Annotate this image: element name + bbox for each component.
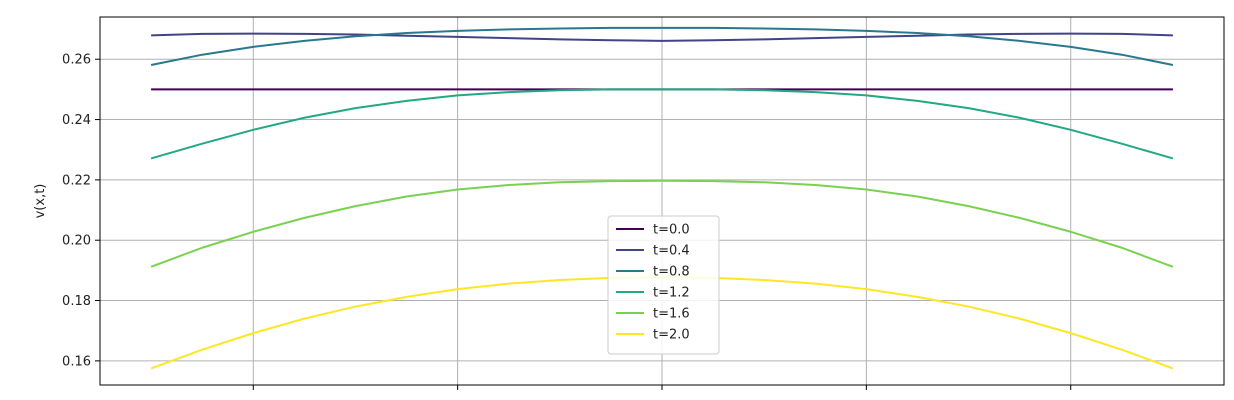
legend-label: t=1.2 — [653, 286, 690, 301]
legend-label: t=0.4 — [653, 244, 690, 259]
series-line — [150, 88, 1174, 160]
series-line — [151, 32, 1173, 42]
y-axis-label: v(x,t) — [33, 184, 48, 219]
legend-label: t=0.0 — [653, 223, 690, 238]
y-tick-label: 0.20 — [62, 234, 91, 249]
y-tick-label: 0.16 — [62, 354, 91, 369]
legend-label: t=2.0 — [653, 328, 690, 343]
y-tick-label: 0.24 — [62, 113, 91, 128]
grid — [100, 17, 1224, 385]
y-tick-label: 0.26 — [62, 53, 91, 68]
series-line — [150, 26, 1174, 66]
legend: t=0.0 t=0.4 t=0.8 t=1.2 t=1.6 t=2.0 — [607, 215, 720, 355]
ticks: 0.16 0.18 0.20 0.22 0.24 0.26 — [62, 53, 1072, 390]
series-line — [150, 179, 1174, 268]
legend-label: t=0.8 — [653, 265, 690, 280]
legend-label: t=1.6 — [653, 307, 690, 322]
y-tick-label: 0.22 — [62, 173, 91, 188]
y-tick-label: 0.18 — [62, 294, 91, 309]
